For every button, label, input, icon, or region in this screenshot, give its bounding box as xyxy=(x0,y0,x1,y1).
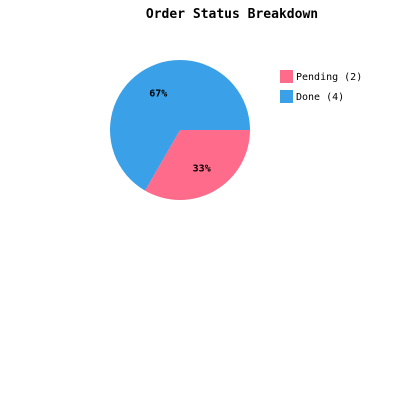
legend: Pending (2) Done (4) xyxy=(280,70,362,103)
legend-swatch-pending xyxy=(280,70,293,83)
legend-label-done: Done (4) xyxy=(296,92,344,103)
pie-slices xyxy=(109,59,250,200)
pie-slice-done xyxy=(109,59,250,191)
pie-slice-pending xyxy=(145,130,250,200)
slice-labels: 33% 67% xyxy=(149,88,210,174)
legend-swatch-done xyxy=(280,90,293,103)
slice-label-pending: 33% xyxy=(193,164,211,175)
chart-title: Order Status Breakdown xyxy=(146,7,318,22)
slice-label-done: 67% xyxy=(149,88,167,99)
legend-label-pending: Pending (2) xyxy=(296,72,362,83)
